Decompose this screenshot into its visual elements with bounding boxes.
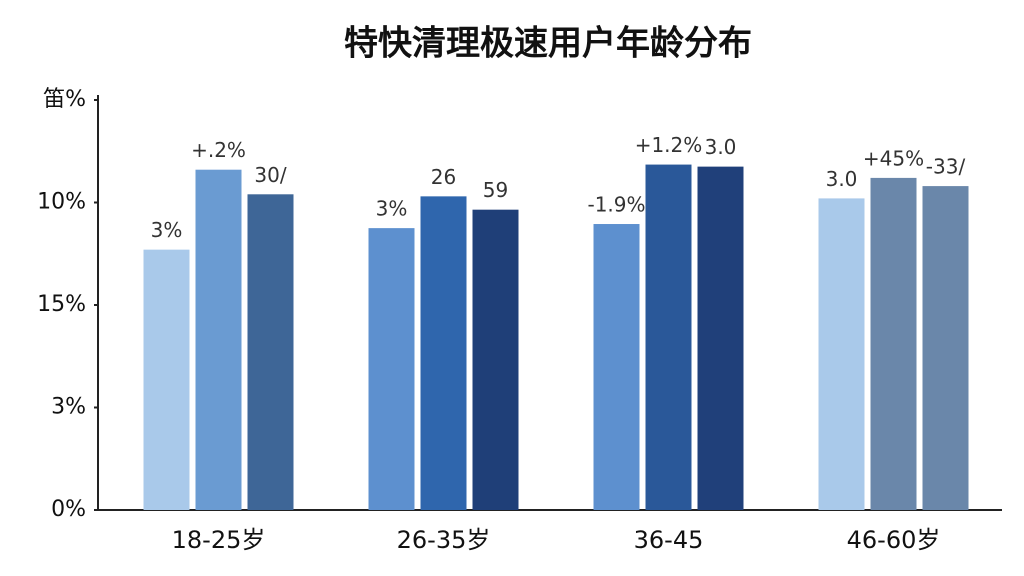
- y-tick-label: 0%: [51, 497, 86, 522]
- bar: [143, 249, 190, 510]
- y-tick-label: 3%: [51, 395, 86, 420]
- chart-title: 特快清理极速用户年龄分布: [344, 24, 752, 64]
- y-tick-label: 15%: [37, 292, 86, 317]
- value-label: 3%: [151, 218, 183, 242]
- value-label: 3%: [376, 197, 408, 221]
- value-label: 3.0: [826, 167, 858, 191]
- value-label: 59: [483, 178, 508, 202]
- y-tick-label: 笛%: [43, 87, 86, 112]
- bar: [472, 209, 519, 511]
- bar: [870, 177, 917, 510]
- bar: [818, 198, 865, 510]
- value-label: 26: [431, 165, 456, 189]
- bar: [697, 166, 744, 510]
- x-tick-label: 26-35岁: [397, 526, 491, 554]
- x-tick-label: 36-45: [634, 526, 704, 554]
- value-label: +1.2%: [635, 133, 703, 157]
- value-label: 30/: [254, 163, 286, 187]
- bar: [247, 194, 294, 511]
- value-label: 3.0: [705, 135, 737, 159]
- bar: [922, 186, 969, 510]
- bar: [645, 164, 692, 510]
- y-tick-label: 10%: [37, 190, 86, 215]
- bar: [195, 169, 242, 510]
- x-tick-label: 46-60岁: [847, 526, 941, 554]
- bar: [420, 196, 467, 510]
- bar: [368, 228, 415, 510]
- x-tick-label: 18-25岁: [172, 526, 266, 554]
- bar: [593, 224, 640, 510]
- value-label: -33/: [926, 155, 966, 179]
- value-label: +.2%: [191, 138, 246, 162]
- value-label: +45%: [863, 146, 924, 170]
- value-label: -1.9%: [587, 193, 645, 217]
